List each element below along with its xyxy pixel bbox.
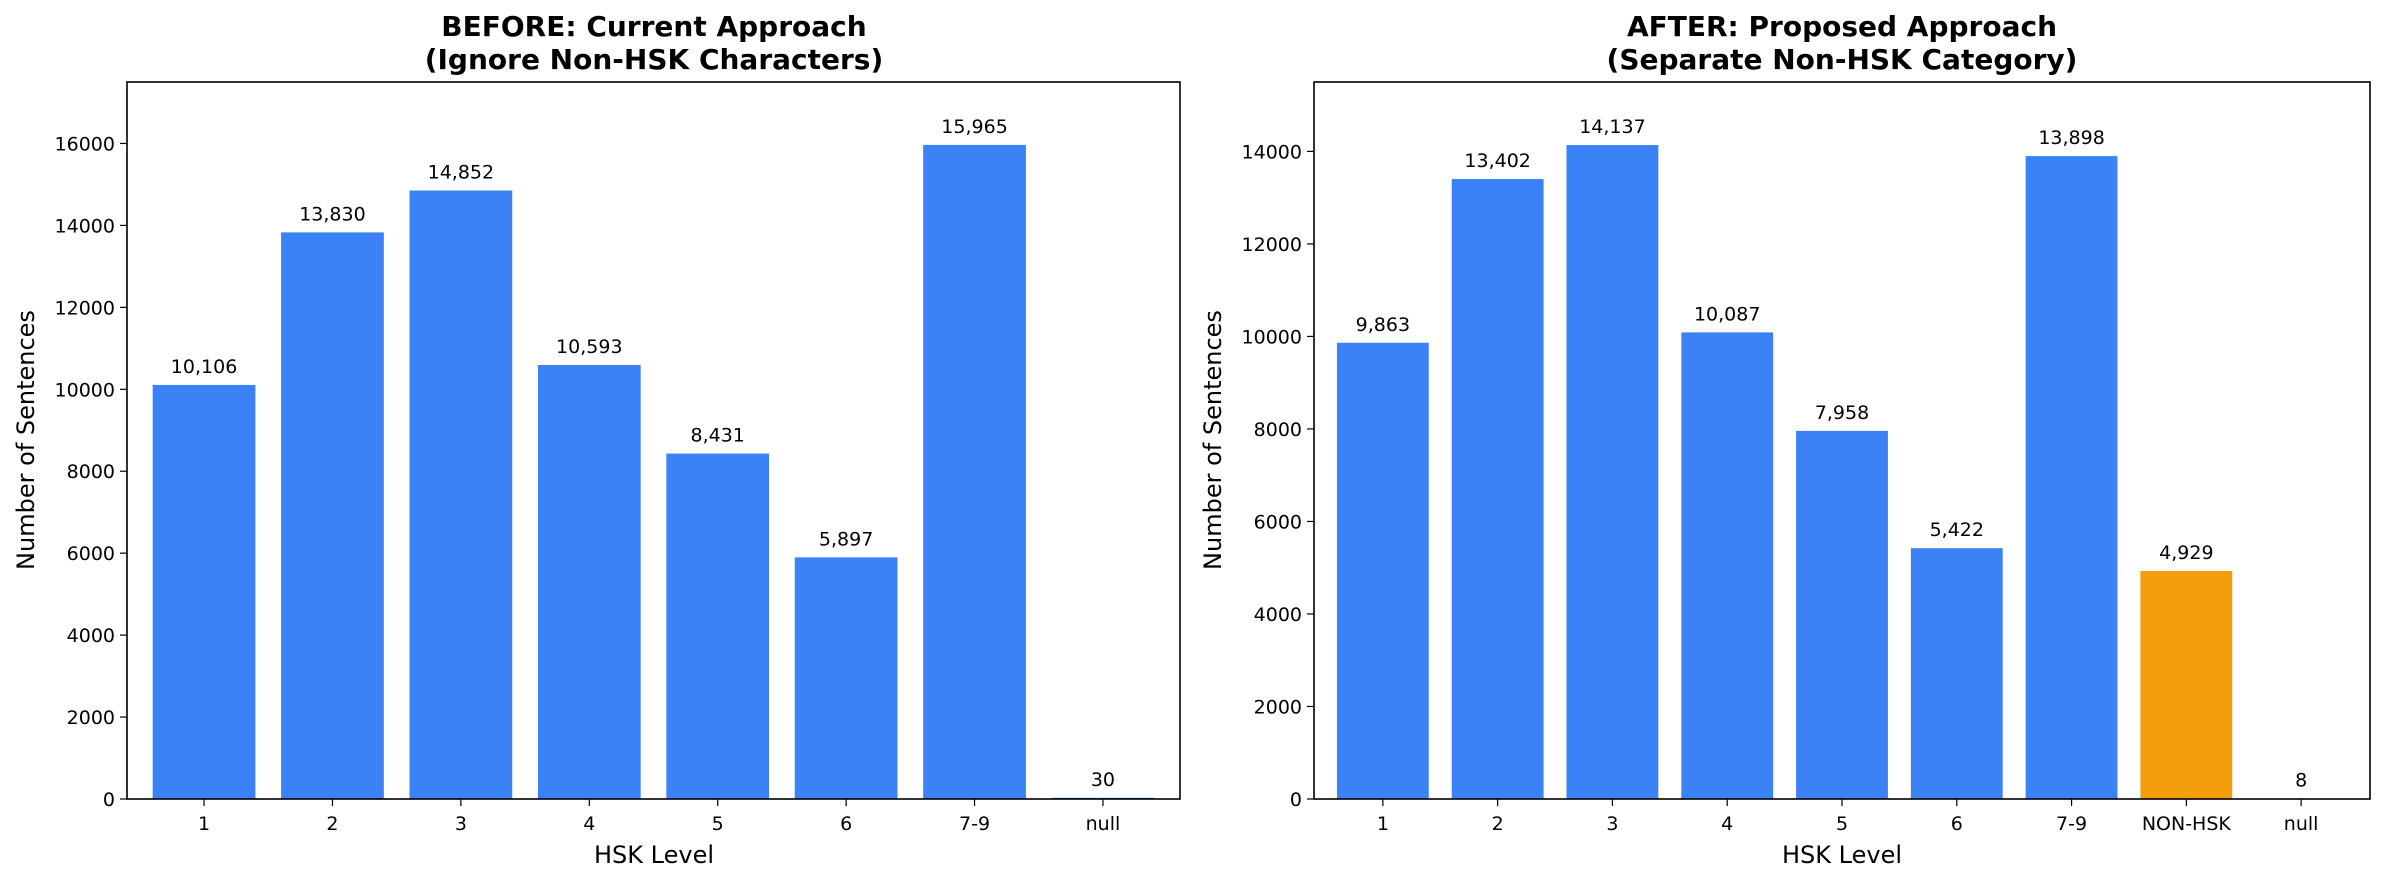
x-axis-label: HSK Level <box>594 841 714 869</box>
bar-2 <box>1451 179 1544 800</box>
bar-non-hsk <box>2140 570 2233 799</box>
bar-1 <box>152 384 256 799</box>
bar-4 <box>1681 332 1774 799</box>
y-axis-label: Number of Sentences <box>1199 310 1227 570</box>
bar-2 <box>281 232 384 799</box>
y-tick-label: 2000 <box>67 707 115 729</box>
x-tick-label: 5 <box>1836 813 1848 835</box>
bar-6 <box>794 557 898 799</box>
bar-3 <box>1566 145 1659 800</box>
x-tick-label: NON-HSK <box>2142 813 2232 835</box>
y-axis: 0 2000 4000 6000 8000 10000 12000 14000 16000 <box>55 133 127 811</box>
y-tick-label: 8000 <box>1254 419 1302 441</box>
x-tick-label: null <box>2284 813 2319 835</box>
x-axis: 1 2 3 4 5 6 7-9 NON-HSK null <box>1377 799 2319 835</box>
y-tick-label: 16000 <box>55 133 115 155</box>
x-tick-label: 4 <box>583 813 595 835</box>
y-tick-label: 0 <box>1290 789 1302 811</box>
bar-value-label: 9,863 <box>1356 314 1410 336</box>
bar-value-label: 8 <box>2295 770 2307 792</box>
y-tick-label: 8000 <box>67 461 115 483</box>
x-tick-label: 3 <box>455 813 467 835</box>
y-tick-label: 4000 <box>1254 604 1302 626</box>
bar-value-label: 15,965 <box>941 116 1007 138</box>
bar-value-label: 4,929 <box>2159 542 2213 564</box>
y-tick-label: 14000 <box>1242 141 1302 163</box>
x-tick-label: 6 <box>840 813 852 835</box>
chart-after: AFTER: Proposed Approach (Separate Non-H… <box>1199 10 2371 869</box>
bar-5 <box>1796 430 1888 799</box>
bar-4 <box>537 364 641 799</box>
y-tick-label: 0 <box>103 789 115 811</box>
y-axis: 0 2000 4000 6000 8000 10000 12000 14000 <box>1242 141 1314 811</box>
chart-title: BEFORE: Current Approach <box>441 10 866 43</box>
bar-value-label: 14,852 <box>428 161 494 183</box>
x-tick-label: null <box>1086 813 1121 835</box>
x-axis-label: HSK Level <box>1782 841 1902 869</box>
bar-value-label: 10,106 <box>171 356 237 378</box>
bar-value-label: 7,958 <box>1815 402 1869 424</box>
bar-5 <box>666 453 770 799</box>
y-tick-label: 12000 <box>55 297 115 319</box>
y-tick-label: 6000 <box>67 543 115 565</box>
y-tick-label: 2000 <box>1254 696 1302 718</box>
bar-value-label: 10,087 <box>1694 303 1760 325</box>
x-tick-label: 1 <box>198 813 210 835</box>
x-tick-label: 2 <box>1492 813 1504 835</box>
bar-value-label: 5,897 <box>819 528 873 550</box>
chart-subtitle: (Ignore Non-HSK Characters) <box>425 43 884 76</box>
chart-subtitle: (Separate Non-HSK Category) <box>1607 43 2078 76</box>
bar-value-label: 10,593 <box>556 336 622 358</box>
plot-frame <box>126 81 1181 800</box>
x-tick-label: 2 <box>326 813 338 835</box>
bar-group <box>1336 145 2348 800</box>
y-tick-label: 10000 <box>1242 326 1302 348</box>
y-axis-label: Number of Sentences <box>12 310 40 570</box>
y-tick-label: 14000 <box>55 215 115 237</box>
bar-3 <box>409 190 513 800</box>
bar-value-label: 13,898 <box>2038 127 2104 149</box>
y-tick-label: 6000 <box>1254 511 1302 533</box>
bar-7-9 <box>2025 156 2118 800</box>
data-label-group: 10,106 13,830 14,852 10,593 8,431 5,897 15,965… <box>171 116 1115 791</box>
x-tick-label: 7-9 <box>959 813 990 835</box>
x-tick-label: 5 <box>712 813 724 835</box>
bar-6 <box>1910 548 2003 799</box>
plot-frame <box>1313 81 2371 800</box>
y-tick-label: 10000 <box>55 379 115 401</box>
x-axis: 1 2 3 4 5 6 7-9 null <box>198 799 1120 835</box>
bar-value-label: 5,422 <box>1930 519 1984 541</box>
data-label-group: 9,863 13,402 14,137 10,087 7,958 5,422 13,898 4… <box>1356 116 2308 792</box>
x-tick-label: 1 <box>1377 813 1389 835</box>
bar-value-label: 30 <box>1091 769 1115 791</box>
bar-value-label: 14,137 <box>1579 116 1645 138</box>
x-tick-label: 7-9 <box>2056 813 2087 835</box>
y-tick-label: 12000 <box>1242 234 1302 256</box>
x-tick-label: 3 <box>1606 813 1618 835</box>
bar-value-label: 8,431 <box>691 425 745 447</box>
chart-before: BEFORE: Current Approach (Ignore Non-HSK… <box>12 10 1181 869</box>
bar-1 <box>1336 342 1429 799</box>
chart-title: AFTER: Proposed Approach <box>1627 10 2057 43</box>
y-tick-label: 4000 <box>67 625 115 647</box>
bar-value-label: 13,830 <box>299 203 365 225</box>
x-tick-label: 6 <box>1951 813 1963 835</box>
bar-group <box>152 144 1155 800</box>
bar-value-label: 13,402 <box>1464 150 1530 172</box>
bar-7-9 <box>923 144 1026 799</box>
x-tick-label: 4 <box>1721 813 1733 835</box>
